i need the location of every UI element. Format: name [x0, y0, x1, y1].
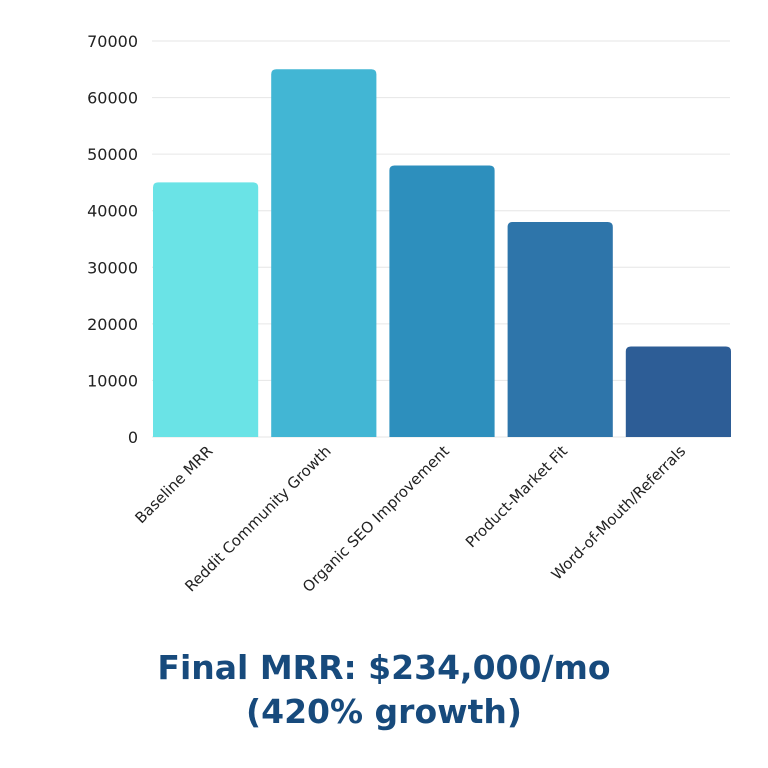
bar-chart: 0 10000 20000 30000 40000 50000 60000 70000 Base…: [87, 32, 731, 596]
bar-4: [625, 346, 731, 437]
y-tick-label: 40000: [87, 202, 138, 221]
bar-3: [507, 222, 613, 437]
y-tick-label: 10000: [87, 371, 138, 390]
y-tick-label: 20000: [87, 315, 138, 334]
bar-0: [153, 182, 259, 437]
y-tick-label: 60000: [87, 89, 138, 108]
chart-title-line2: (420% growth): [246, 692, 522, 731]
x-category-label: Baseline MRR: [131, 442, 216, 527]
x-category-label: Word-of-Mouth/Referrals: [548, 442, 690, 584]
y-tick-label: 0: [128, 428, 138, 447]
x-category-label: Product-Market Fit: [462, 442, 571, 551]
bar-2: [389, 165, 495, 437]
y-tick-label: 50000: [87, 145, 138, 164]
y-tick-label: 70000: [87, 32, 138, 51]
chart-title-line1: Final MRR: $234,000/mo: [157, 648, 611, 687]
bar-1: [271, 69, 377, 438]
y-tick-label: 30000: [87, 258, 138, 277]
